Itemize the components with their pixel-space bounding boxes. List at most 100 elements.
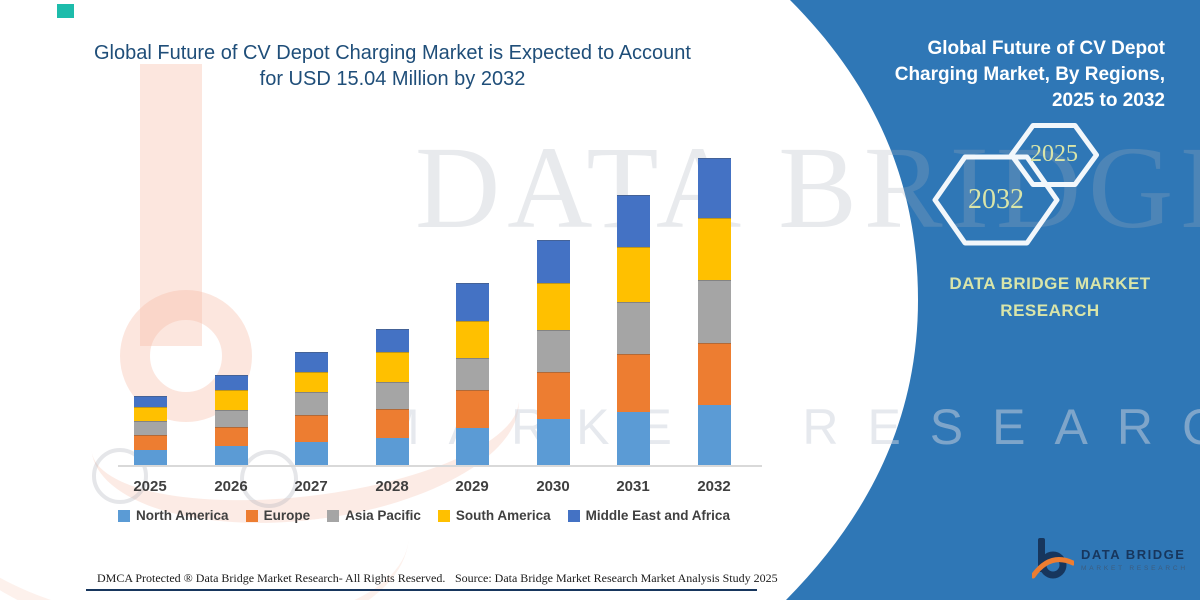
- footer-dmca-text: DMCA Protected ® Data Bridge Market Rese…: [97, 571, 446, 585]
- brand-name: DATA BRIDGE MARKET RESEARCH: [930, 270, 1170, 324]
- side-panel-title: Global Future of CV Depot Charging Marke…: [878, 36, 1165, 114]
- legend-item-europe: Europe: [245, 508, 311, 523]
- segment-2027-south-america: [295, 372, 328, 392]
- legend-swatch-icon: [118, 509, 131, 522]
- segment-2029-south-america: [456, 321, 489, 358]
- stacked-bar-2032: [698, 158, 731, 465]
- hexagon-2032-label: 2032: [968, 184, 1024, 215]
- legend-label: Asia Pacific: [345, 508, 421, 523]
- segment-2027-north-america: [295, 442, 328, 465]
- segment-2030-middle-east-and-africa: [537, 240, 570, 283]
- legend-item-north-america: North America: [118, 508, 229, 523]
- legend-label: Middle East and Africa: [585, 508, 730, 523]
- segment-2029-north-america: [456, 428, 489, 465]
- hexagon-2025-label: 2025: [1030, 141, 1078, 167]
- brand-name-line-1: DATA BRIDGE MARKET: [949, 274, 1151, 293]
- segment-2025-europe: [134, 435, 167, 450]
- footer-divider-line: [86, 589, 757, 591]
- segment-2028-north-america: [376, 438, 409, 465]
- footer-brand-logo: DATA BRIDGE MARKET RESEARCH: [1032, 536, 1188, 582]
- segment-2029-middle-east-and-africa: [456, 283, 489, 321]
- segment-2026-europe: [215, 427, 248, 446]
- side-panel-title-line-3: 2025 to 2032: [1051, 90, 1165, 111]
- segment-2027-europe: [295, 415, 328, 442]
- legend-swatch-icon: [567, 509, 580, 522]
- segment-2025-middle-east-and-africa: [134, 396, 167, 407]
- segment-2026-middle-east-and-africa: [215, 375, 248, 390]
- segment-2026-north-america: [215, 446, 248, 465]
- segment-2030-south-america: [537, 283, 570, 330]
- stacked-bar-2028: [376, 329, 409, 465]
- data-bridge-logo-icon: [1032, 538, 1074, 579]
- segment-2028-europe: [376, 409, 409, 438]
- segment-2028-asia-pacific: [376, 382, 409, 409]
- segment-2032-north-america: [698, 405, 731, 465]
- legend-item-south-america: South America: [437, 508, 551, 523]
- segment-2025-north-america: [134, 450, 167, 465]
- segment-2030-europe: [537, 372, 570, 419]
- legend-item-middle-east-and-africa: Middle East and Africa: [567, 508, 730, 523]
- stacked-bar-2029: [456, 283, 489, 465]
- chart-title: Global Future of CV Depot Charging Marke…: [85, 40, 700, 92]
- chart-title-line-2: for USD 15.04 Million by 2032: [259, 68, 526, 90]
- plot-area: 2025 2026 2027 2028 2029 2030 2031 2032: [110, 130, 770, 495]
- x-axis-label-2032: 2032: [697, 478, 731, 495]
- segment-2030-north-america: [537, 419, 570, 465]
- x-axis-label-2026: 2026: [214, 478, 248, 495]
- segment-2032-europe: [698, 343, 731, 405]
- legend-label: North America: [136, 508, 229, 523]
- x-axis-label-2030: 2030: [536, 478, 570, 495]
- side-panel-title-line-2: Charging Market, By Regions,: [894, 64, 1165, 85]
- x-axis-label-2029: 2029: [455, 478, 489, 495]
- segment-2029-asia-pacific: [456, 358, 489, 390]
- footer-source-text: Source: Data Bridge Market Research Mark…: [455, 571, 778, 585]
- hexagon-badge-2032: 2032: [930, 152, 1062, 248]
- legend-label: South America: [455, 508, 551, 523]
- segment-2026-south-america: [215, 390, 248, 410]
- hexagon-outline-icon: [932, 154, 1060, 246]
- segment-2025-asia-pacific: [134, 421, 167, 435]
- segment-2031-north-america: [617, 412, 650, 465]
- x-axis-line: [118, 465, 762, 467]
- x-axis-label-2025: 2025: [133, 478, 167, 495]
- side-panel-title-line-1: Global Future of CV Depot: [927, 38, 1166, 59]
- segment-2031-middle-east-and-africa: [617, 195, 650, 247]
- segment-2029-europe: [456, 390, 489, 428]
- segment-2027-asia-pacific: [295, 392, 328, 415]
- stacked-bar-2031: [617, 195, 650, 465]
- footer-logo-title: DATA BRIDGE: [1081, 546, 1186, 562]
- segment-2028-middle-east-and-africa: [376, 329, 409, 352]
- x-axis-label-2027: 2027: [294, 478, 328, 495]
- segment-2032-south-america: [698, 218, 731, 280]
- corner-accent-mark: [57, 4, 74, 18]
- legend-swatch-icon: [437, 509, 450, 522]
- brand-name-line-2: RESEARCH: [1000, 301, 1100, 320]
- stacked-bar-2030: [537, 240, 570, 465]
- segment-2032-asia-pacific: [698, 280, 731, 343]
- hexagon-badge-2025: 2025: [1008, 122, 1100, 188]
- segment-2032-middle-east-and-africa: [698, 158, 731, 218]
- segment-2028-south-america: [376, 352, 409, 382]
- stacked-bar-2025: [134, 396, 167, 465]
- hexagon-outline-icon: [1009, 123, 1099, 187]
- segment-2026-asia-pacific: [215, 410, 248, 427]
- legend-swatch-icon: [245, 509, 258, 522]
- segment-2027-middle-east-and-africa: [295, 352, 328, 372]
- chart-title-line-1: Global Future of CV Depot Charging Marke…: [94, 42, 691, 64]
- stacked-bar-2026: [215, 375, 248, 465]
- chart-legend: North America Europe Asia Pacific South Ame…: [88, 508, 760, 523]
- segment-2030-asia-pacific: [537, 330, 570, 372]
- legend-label: Europe: [263, 508, 311, 523]
- legend-swatch-icon: [327, 509, 340, 522]
- stacked-bar-2027: [295, 352, 328, 465]
- x-axis-label-2031: 2031: [616, 478, 650, 495]
- footer-logo-subtitle: MARKET RESEARCH: [1081, 564, 1188, 572]
- segment-2031-asia-pacific: [617, 302, 650, 354]
- footer-logo-text: DATA BRIDGE MARKET RESEARCH: [1081, 547, 1188, 572]
- segment-2031-south-america: [617, 247, 650, 302]
- segment-2025-south-america: [134, 407, 167, 421]
- segment-2031-europe: [617, 354, 650, 412]
- legend-item-asia-pacific: Asia Pacific: [327, 508, 421, 523]
